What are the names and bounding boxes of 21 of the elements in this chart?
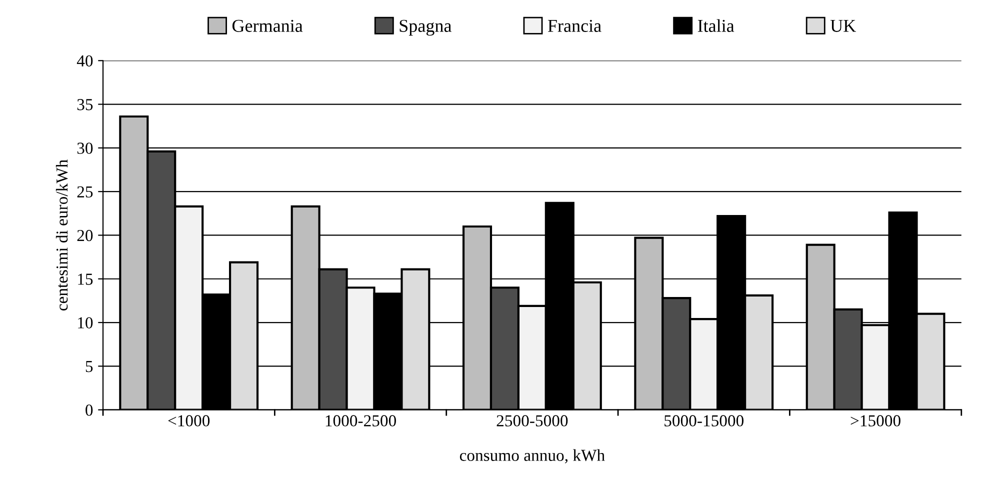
y-tick-label: 15 <box>78 274 93 285</box>
x-axis-title: consumo annuo, kWh <box>460 449 605 464</box>
legend-label: Spagna <box>400 20 452 36</box>
x-tick-label: 1000-2500 <box>326 415 396 426</box>
y-tick-label: 30 <box>77 142 93 154</box>
y-tick-label: 0 <box>86 404 93 416</box>
legend-label: Germania <box>232 20 303 32</box>
x-tick-label: 2500-5000 <box>496 415 568 426</box>
y-tick-label: 10 <box>78 317 93 328</box>
x-tick-label: 5000-15000 <box>664 415 744 426</box>
x-tick-label: >15000 <box>850 415 900 426</box>
legend-label: Italia <box>698 19 734 32</box>
legend-label: Francia <box>548 20 602 32</box>
y-tick-label: 25 <box>77 186 93 198</box>
y-tick-label: 20 <box>77 230 93 242</box>
y-tick-label: 40 <box>76 55 93 67</box>
y-axis-title: centesimi di euro/kWh <box>56 160 68 310</box>
x-tick-label: <1000 <box>168 415 210 426</box>
y-tick-label: 5 <box>86 361 93 372</box>
y-tick-label: 35 <box>77 99 93 110</box>
legend-label: UK <box>830 20 856 32</box>
